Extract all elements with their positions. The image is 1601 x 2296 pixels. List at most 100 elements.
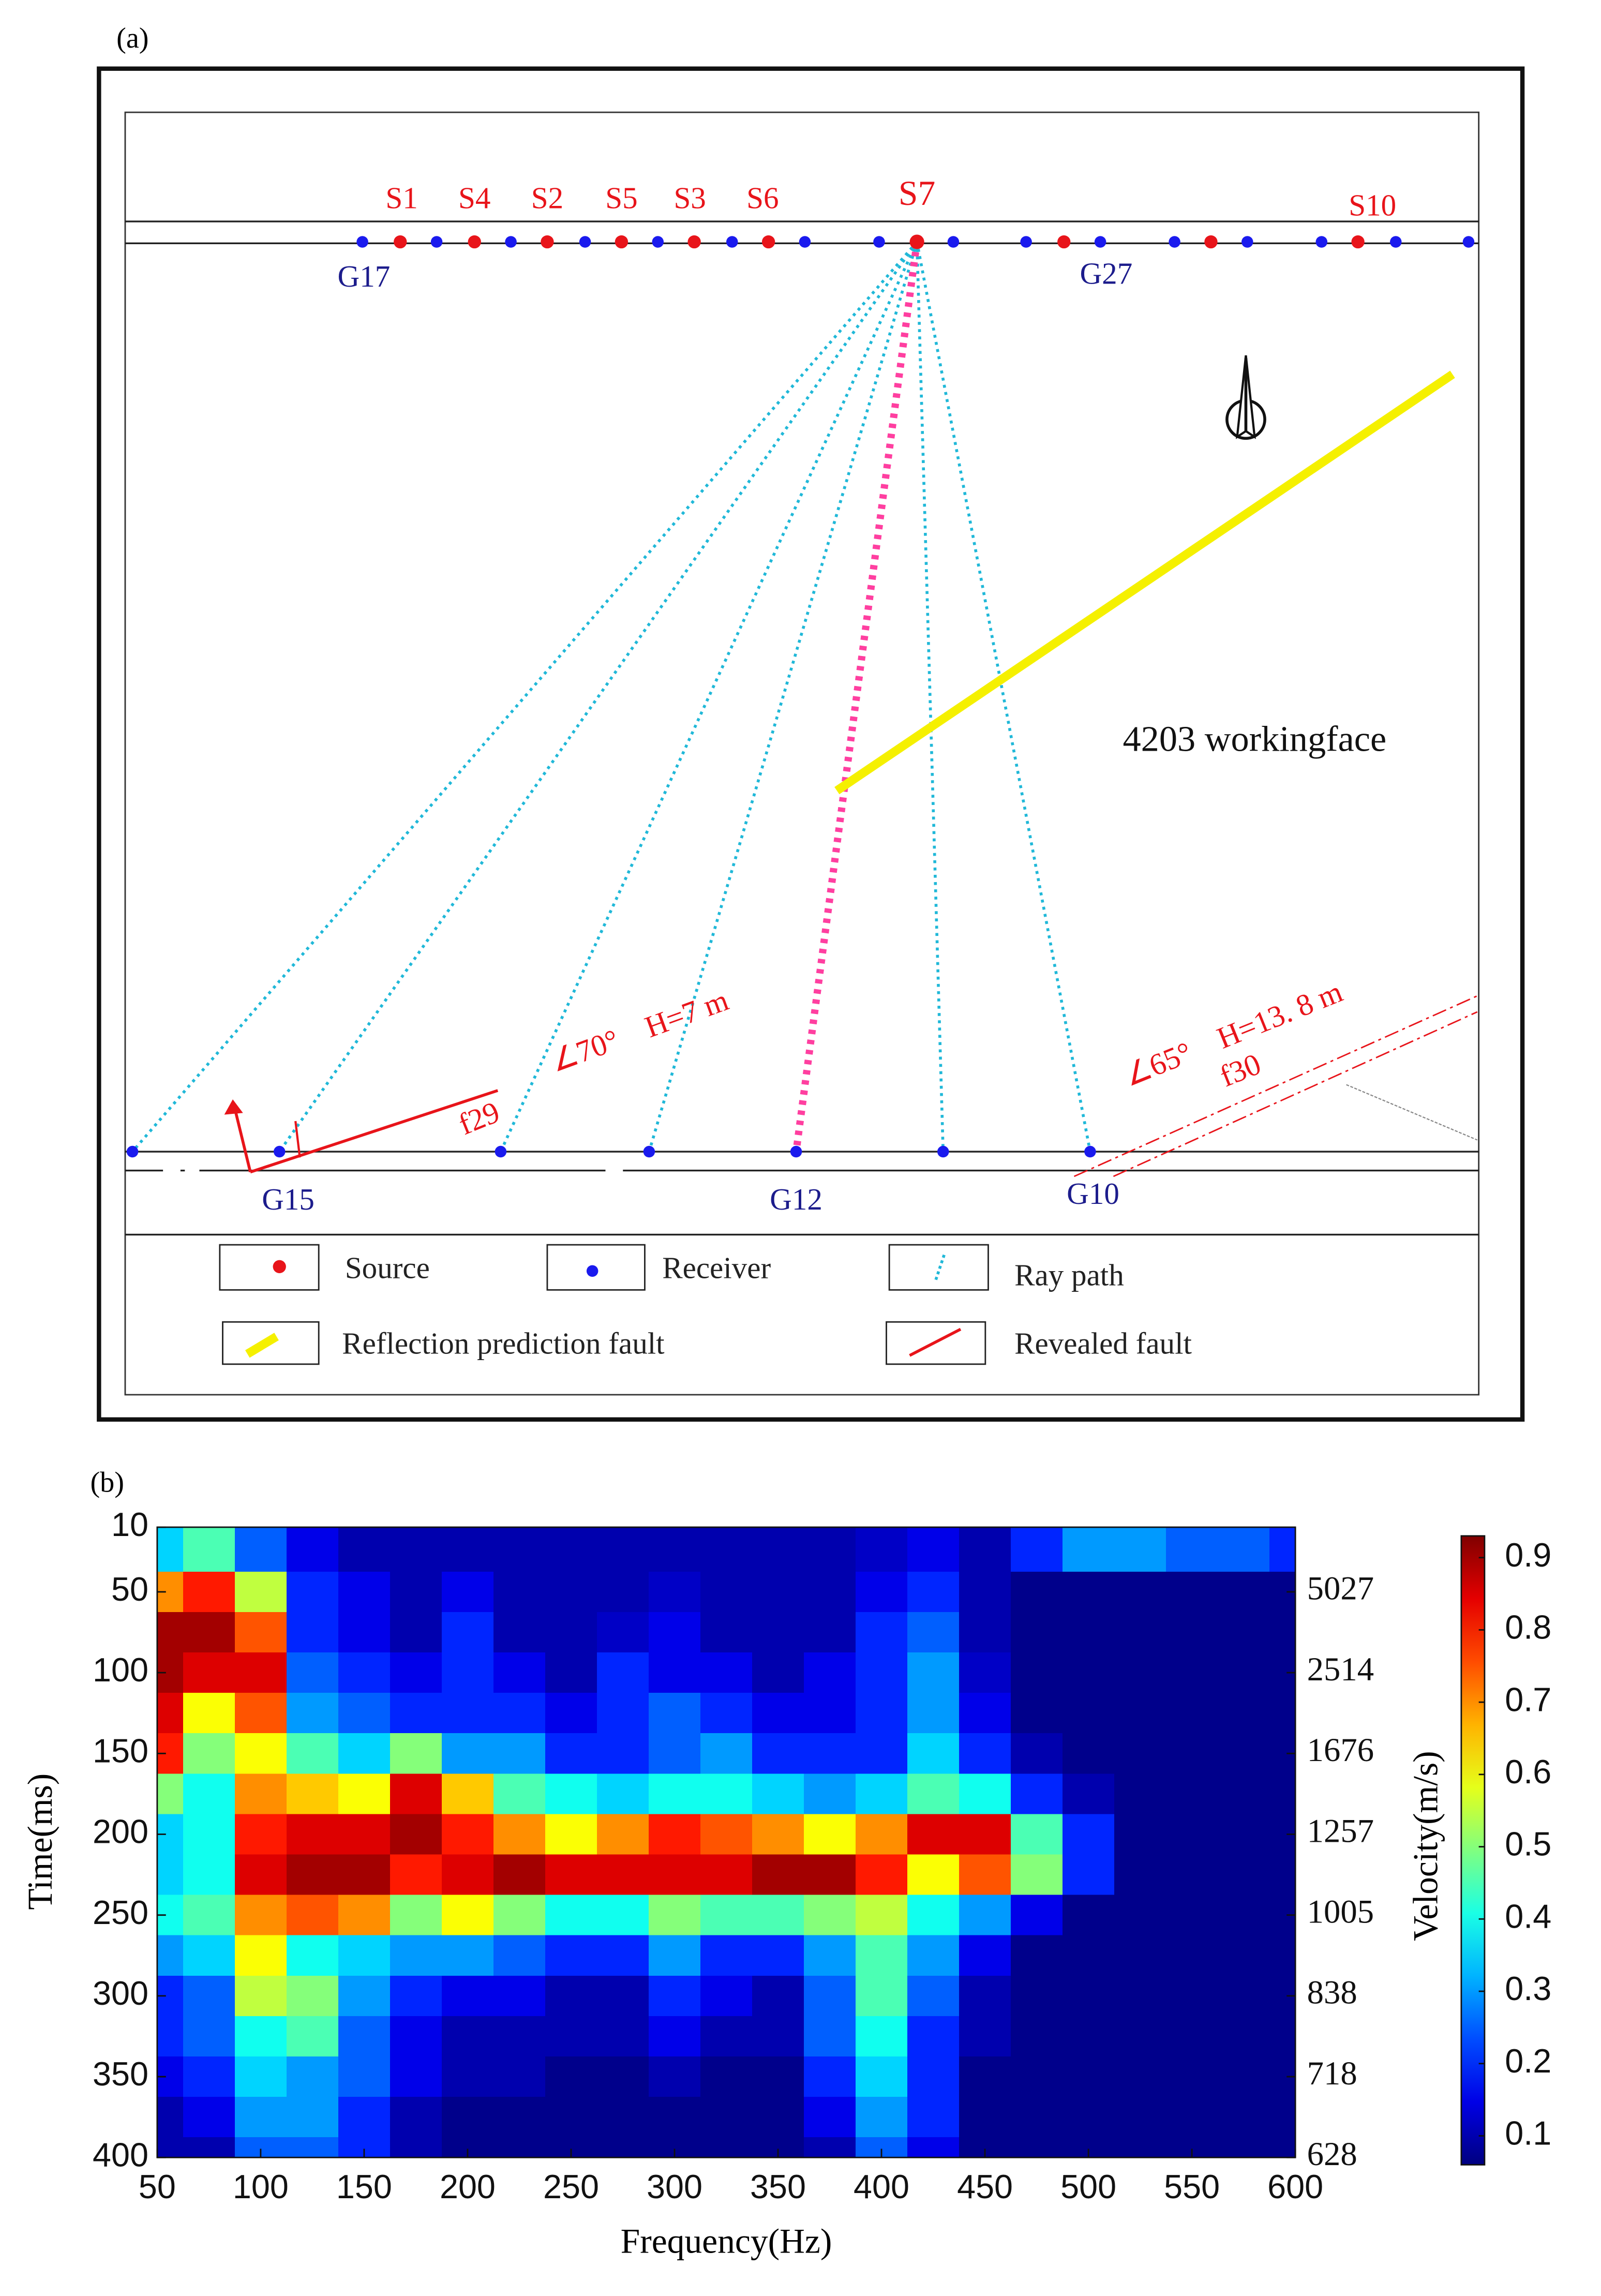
heat-cell	[596, 1773, 650, 1815]
heat-cell	[856, 1975, 908, 2017]
heat-cell	[1063, 1935, 1115, 1976]
heat-cell	[1114, 2137, 1167, 2158]
heat-cell	[183, 1935, 236, 1976]
heat-cell	[752, 2016, 805, 2058]
heat-cell	[493, 1975, 546, 2017]
legend-receiver-symbol	[586, 1265, 598, 1277]
heat-cell	[1063, 1527, 1115, 1572]
inner-frame	[124, 111, 1480, 1396]
heat-cell	[1218, 1571, 1270, 1613]
heat-cell	[338, 1935, 391, 1976]
heat-cell	[286, 1652, 339, 1694]
receivers-bottom	[126, 1145, 1096, 1158]
heat-cell	[338, 1571, 391, 1613]
heat-cell	[959, 2056, 1012, 2098]
heat-cell	[1166, 2097, 1219, 2138]
heat-cell	[907, 1527, 960, 1572]
heat-cell	[907, 2137, 960, 2158]
heat-cell	[1114, 1571, 1167, 1613]
heat-cell	[234, 1733, 288, 1775]
heat-cell	[1011, 2016, 1064, 2058]
heat-cell	[1166, 1733, 1219, 1775]
heat-cell	[648, 1571, 701, 1613]
heat-cell	[700, 2056, 753, 2098]
heat-cell	[959, 1975, 1012, 2017]
legend-label: Revealed fault	[1014, 1326, 1192, 1361]
y-tick-label: 250	[93, 1894, 148, 1931]
heat-cell	[752, 1975, 805, 2017]
heat-cell	[856, 1733, 908, 1775]
legend-label: Ray path	[1014, 1258, 1124, 1292]
heat-cell	[1063, 1693, 1115, 1734]
heat-cell	[441, 1527, 495, 1572]
legend-label: Source	[345, 1250, 430, 1285]
heat-cell	[1218, 1935, 1270, 1976]
shape	[1057, 235, 1071, 249]
heat-cell	[1114, 1652, 1167, 1694]
heat-cell	[752, 1652, 805, 1694]
heat-cell	[1063, 1733, 1115, 1775]
heat-cell	[234, 1612, 288, 1653]
heat-cell	[804, 2137, 857, 2158]
fault-arrow	[233, 1106, 252, 1173]
shape	[799, 236, 811, 248]
heat-cell	[1063, 1975, 1115, 2017]
heat-cell	[493, 1773, 546, 1815]
heat-cell	[493, 1571, 546, 1613]
heat-cell	[700, 1612, 753, 1653]
heat-cell	[338, 2016, 391, 2058]
heat-cell	[1063, 1854, 1115, 1896]
heat-cell	[1063, 2016, 1115, 2058]
heat-cell	[157, 2097, 184, 2138]
heat-cell	[234, 1527, 288, 1572]
heat-cell	[856, 2016, 908, 2058]
heat-cell	[752, 1895, 805, 1936]
heat-cell	[907, 1693, 960, 1734]
shape	[790, 1145, 802, 1158]
heat-cell	[596, 1975, 650, 2017]
heat-cell	[441, 1693, 495, 1734]
heat-cell	[648, 1975, 701, 2017]
receivers-top	[356, 236, 1475, 248]
revealed-faults	[224, 995, 1478, 1177]
heat-cell	[234, 2097, 288, 2138]
fault-f30	[1113, 1011, 1478, 1177]
heat-cell	[700, 2137, 753, 2158]
heat-cell	[493, 2056, 546, 2098]
heat-cell	[493, 1612, 546, 1653]
heat-cell	[183, 1975, 236, 2017]
shape	[888, 1244, 989, 1291]
heat-cell	[1166, 1571, 1219, 1613]
heat-cell	[183, 2016, 236, 2058]
heat-cell	[390, 1527, 443, 1572]
heat-cell	[1011, 1571, 1064, 1613]
source-label: S1	[385, 181, 417, 215]
area-label: 4203 workingface	[1123, 719, 1386, 759]
heat-cell	[545, 1814, 598, 1855]
colorbar-tick-label: 0.4	[1505, 1897, 1551, 1935]
colorbar-tick-label: 0.3	[1505, 1970, 1551, 2007]
heat-cell	[338, 1895, 391, 1936]
heat-cell	[804, 1935, 857, 1976]
heat-cell	[1218, 2097, 1270, 2138]
heat-cell	[545, 1854, 598, 1896]
heat-cell	[648, 1733, 701, 1775]
heat-cell	[907, 1612, 960, 1653]
heat-cell	[157, 2016, 184, 2058]
colorbar-tick-label: 0.7	[1505, 1680, 1551, 1718]
heat-cell	[545, 1895, 598, 1936]
heat-cell	[856, 1652, 908, 1694]
shape	[1084, 1145, 1096, 1158]
heat-cell	[804, 1571, 857, 1613]
source-label: S6	[746, 181, 779, 215]
heat-cell	[338, 2056, 391, 2098]
receiver-label: G17	[338, 259, 391, 293]
heat-cell	[648, 1693, 701, 1734]
receiver-label: G12	[770, 1182, 822, 1216]
y-tick-label: 10	[111, 1505, 148, 1543]
shape	[1390, 236, 1402, 248]
heat-cell	[286, 1527, 339, 1572]
heat-cell	[286, 1814, 339, 1855]
heat-cell	[1218, 2137, 1270, 2158]
